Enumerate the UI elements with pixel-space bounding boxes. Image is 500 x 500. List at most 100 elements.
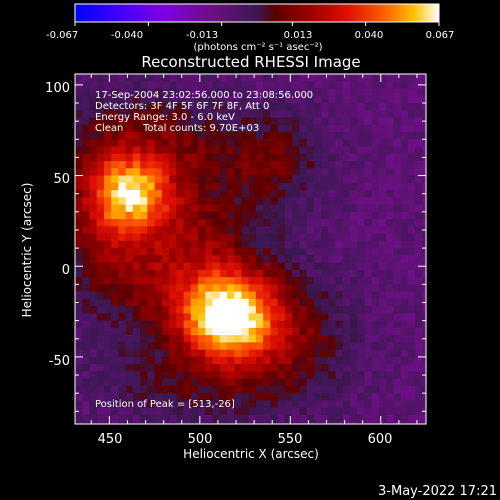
heatmap-cell (270, 327, 279, 336)
heatmap-cell (226, 103, 235, 111)
heatmap-cell (313, 414, 322, 423)
heatmap-cell (248, 284, 257, 293)
heatmap-cell (335, 132, 344, 140)
heatmap-cell (270, 393, 279, 402)
heatmap-cell (371, 139, 380, 148)
heatmap-cell (407, 161, 416, 169)
heatmap-cell (284, 190, 293, 198)
heatmap-cell (169, 306, 177, 314)
heatmap-cell (357, 132, 366, 140)
heatmap-cell (422, 132, 427, 140)
heatmap-cell (190, 378, 199, 387)
heatmap-cell (176, 342, 185, 351)
heatmap-cell (335, 240, 344, 249)
heatmap-cell (422, 320, 427, 329)
heatmap-cell (342, 335, 351, 343)
heatmap-cell (89, 262, 98, 271)
heatmap-cell (306, 277, 315, 285)
heatmap-cell (147, 298, 156, 307)
heatmap-cell (147, 269, 156, 278)
heatmap-cell (415, 298, 423, 307)
heatmap-cell (241, 269, 250, 278)
heatmap-cell (118, 175, 127, 184)
heatmap-cell (96, 277, 105, 285)
heatmap-cell (248, 146, 257, 155)
heatmap-cell (378, 356, 387, 365)
heatmap-cell (132, 197, 141, 206)
heatmap-cell (350, 422, 358, 425)
heatmap-cell (313, 255, 322, 264)
heatmap-cell (125, 88, 134, 97)
heatmap-cell (125, 204, 134, 213)
heatmap-cell (342, 153, 351, 162)
heatmap-cell (248, 190, 257, 198)
heatmap-cell (364, 349, 373, 358)
heatmap-cell (183, 327, 192, 336)
heatmap-cell (371, 110, 380, 119)
heatmap-cell (226, 161, 235, 169)
plot-title: Reconstructed RHESSI Image (141, 53, 360, 71)
heatmap-cell (263, 255, 271, 264)
heatmap-cell (378, 139, 387, 148)
heatmap-cell (284, 103, 293, 111)
heatmap-cell (299, 226, 308, 235)
heatmap-cell (183, 298, 192, 307)
heatmap-cell (357, 240, 366, 249)
heatmap-cell (422, 269, 427, 278)
heatmap-cell (241, 226, 250, 235)
heatmap-cell (263, 240, 271, 249)
heatmap-cell (154, 204, 163, 213)
heatmap-cell (89, 124, 98, 133)
heatmap-cell (386, 204, 395, 213)
heatmap-cell (328, 378, 337, 387)
heatmap-cell (219, 168, 228, 177)
heatmap-cell (393, 197, 402, 206)
heatmap-cell (299, 161, 308, 169)
heatmap-cell (400, 161, 409, 169)
heatmap-cell (234, 320, 243, 329)
heatmap-cell (219, 327, 228, 336)
heatmap-cell (205, 335, 214, 343)
heatmap-cell (140, 407, 148, 416)
heatmap-cell (277, 269, 286, 278)
heatmap-cell (350, 364, 358, 373)
heatmap-cell (263, 335, 271, 343)
heatmap-cell (75, 197, 83, 206)
heatmap-cell (371, 400, 380, 409)
heatmap-cell (226, 400, 235, 409)
heatmap-cell (378, 146, 387, 155)
heatmap-cell (284, 204, 293, 213)
heatmap-cell (205, 95, 214, 104)
heatmap-cell (234, 219, 243, 227)
heatmap-cell (335, 335, 344, 343)
heatmap-cell (82, 74, 91, 82)
heatmap-cell (306, 342, 315, 351)
heatmap-cell (270, 153, 279, 162)
colorbar-tick-label: -0.013 (186, 30, 218, 41)
heatmap-cell (82, 168, 91, 177)
heatmap-cell (118, 240, 127, 249)
heatmap-cell (371, 378, 380, 387)
heatmap-cell (292, 226, 300, 235)
heatmap-cell (393, 371, 402, 380)
heatmap-cell (169, 110, 177, 119)
heatmap-cell (161, 378, 170, 387)
heatmap-cell (75, 393, 83, 402)
heatmap-cell (205, 248, 214, 256)
heatmap-cell (205, 103, 214, 111)
heatmap-cell (82, 414, 91, 423)
heatmap-cell (103, 197, 112, 206)
heatmap-cell (263, 277, 271, 285)
heatmap-cell (284, 197, 293, 206)
heatmap-cell (357, 277, 366, 285)
heatmap-cell (284, 284, 293, 293)
heatmap-cell (393, 298, 402, 307)
heatmap-cell (292, 269, 300, 278)
heatmap-cell (241, 277, 250, 285)
heatmap-cell (118, 422, 127, 425)
heatmap-cell (169, 175, 177, 184)
heatmap-cell (328, 124, 337, 133)
heatmap-cell (103, 233, 112, 242)
heatmap-cell (198, 132, 206, 140)
heatmap-cell (248, 407, 257, 416)
